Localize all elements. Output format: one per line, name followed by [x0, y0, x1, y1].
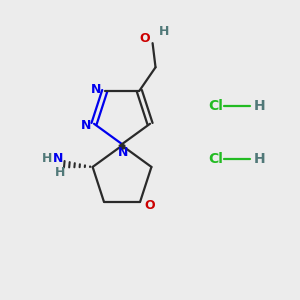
Text: N: N — [118, 146, 129, 159]
Text: Cl: Cl — [208, 99, 223, 113]
Text: O: O — [144, 199, 155, 212]
Text: H: H — [55, 166, 65, 179]
Polygon shape — [119, 144, 125, 146]
Text: N: N — [53, 152, 63, 165]
Text: N: N — [91, 83, 102, 96]
Text: H: H — [42, 152, 52, 165]
Text: Cl: Cl — [208, 152, 223, 166]
Text: H: H — [254, 99, 265, 113]
Text: N: N — [81, 119, 91, 132]
Text: H: H — [254, 152, 265, 166]
Text: H: H — [159, 26, 170, 38]
Text: O: O — [139, 32, 150, 45]
